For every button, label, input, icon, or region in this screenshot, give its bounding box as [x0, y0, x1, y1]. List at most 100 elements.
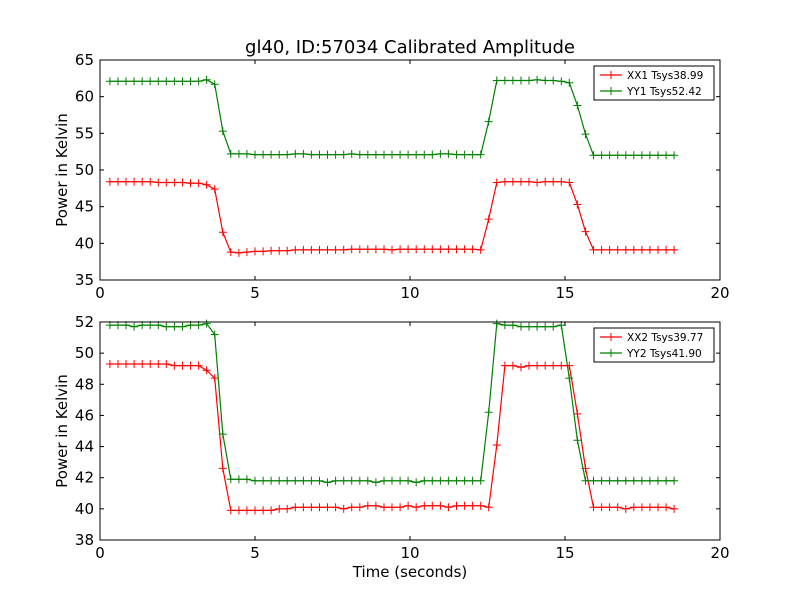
data-point [436, 245, 445, 254]
data-point [428, 245, 437, 254]
data-point [355, 150, 364, 159]
data-point [468, 501, 477, 510]
data-point [315, 245, 324, 254]
data-point [307, 503, 316, 512]
data-point [517, 322, 525, 331]
data-point [476, 476, 485, 485]
data-point [371, 245, 380, 254]
data-point [114, 177, 122, 186]
data-point [484, 215, 493, 224]
data-point [315, 503, 324, 512]
data-point [670, 151, 679, 160]
data-point [621, 504, 630, 513]
data-point [283, 246, 292, 255]
data-point [621, 476, 630, 485]
data-point [275, 476, 284, 485]
data-point [363, 476, 372, 485]
data-point [267, 476, 276, 485]
top-plot: 0 5 10 15 20 35 40 45 50 55 60 65 Power in Kelvin XX1… [53, 51, 730, 302]
data-point [275, 246, 284, 255]
x-tick-label: 10 [400, 544, 419, 562]
data-point [380, 245, 388, 254]
data-point [202, 75, 211, 84]
x-tick-label: 0 [95, 544, 105, 562]
data-point [541, 322, 550, 331]
data-point [315, 150, 324, 159]
data-point [307, 150, 316, 159]
data-point [662, 503, 671, 512]
data-point [371, 150, 380, 159]
y-tick-label: 40 [75, 234, 94, 252]
data-point [525, 322, 533, 331]
data-point [589, 503, 598, 512]
data-point [500, 177, 509, 186]
data-point [242, 248, 251, 257]
data-point [549, 361, 558, 370]
data-point [380, 503, 388, 512]
data-point [194, 179, 203, 188]
data-point [234, 248, 243, 257]
data-point [597, 503, 606, 512]
data-point [654, 245, 662, 254]
data-point [380, 150, 388, 159]
data-point [436, 476, 445, 485]
data-point [186, 361, 195, 370]
data-point [363, 501, 372, 510]
data-point [194, 361, 203, 370]
data-point [452, 501, 461, 510]
data-point [412, 503, 421, 512]
data-point [259, 476, 268, 485]
data-point [363, 150, 372, 159]
data-point [460, 476, 469, 485]
data-point [573, 436, 582, 445]
data-point [388, 245, 396, 254]
data-point [210, 374, 219, 383]
data-point [259, 247, 268, 256]
data-point [662, 151, 671, 160]
data-point [162, 77, 171, 86]
data-point [589, 245, 598, 254]
data-point [654, 503, 662, 512]
data-point [275, 504, 284, 513]
data-point [525, 177, 533, 186]
data-point [234, 506, 243, 515]
data-point [283, 476, 292, 485]
data-point [259, 150, 268, 159]
data-point [275, 150, 284, 159]
data-point [194, 77, 203, 86]
data-point [122, 360, 130, 368]
data-point [154, 178, 163, 187]
data-point [533, 178, 542, 187]
data-point [331, 245, 340, 254]
data-point [130, 77, 139, 86]
data-point [444, 503, 453, 512]
x-tick-label: 15 [555, 284, 574, 302]
data-point [178, 322, 187, 331]
data-point [557, 177, 566, 186]
data-point [412, 245, 421, 254]
x-tick-label: 10 [400, 284, 419, 302]
data-point [299, 149, 308, 158]
legend-label: XX2 Tsys39.77 [627, 332, 703, 344]
data-point [226, 506, 235, 515]
data-point [396, 245, 405, 254]
data-point [339, 245, 348, 254]
data-point [347, 476, 356, 485]
data-point [307, 245, 316, 254]
series-line [109, 322, 675, 484]
series-yy2 [105, 319, 679, 487]
data-point [605, 503, 614, 512]
data-point [371, 501, 380, 510]
data-point [492, 441, 501, 449]
data-point [323, 478, 332, 487]
data-point [637, 245, 646, 254]
data-point [589, 151, 598, 160]
data-point [404, 476, 413, 485]
data-point [388, 503, 396, 512]
series-line [109, 363, 675, 511]
legend-label: YY2 Tsys41.90 [626, 348, 702, 360]
data-point [218, 127, 227, 136]
data-point [468, 476, 477, 485]
figure-title: gl40, ID:57034 Calibrated Amplitude [245, 37, 575, 58]
